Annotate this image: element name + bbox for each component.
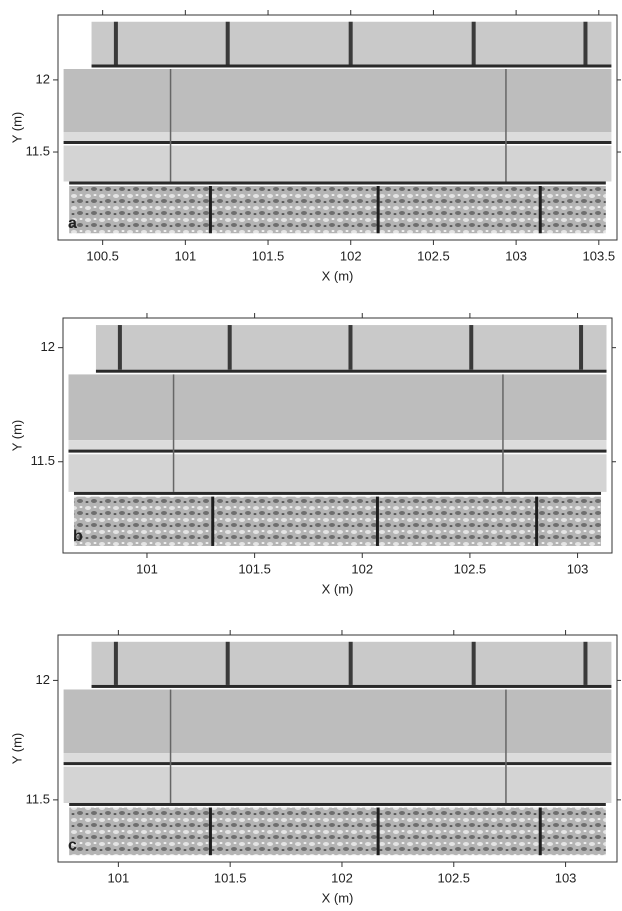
x-tick-label: 100.5 xyxy=(86,248,119,263)
relief-joint xyxy=(113,641,118,685)
relief-joint xyxy=(538,186,542,234)
y-tick-label: 12 xyxy=(41,339,55,354)
panel: 101 101.5 102 102.5 103 11.5 12 X (m) Y (m) c xyxy=(9,630,621,905)
panel-label: b xyxy=(73,528,83,545)
x-tick-label: 101.5 xyxy=(252,248,285,263)
relief-joint xyxy=(117,325,122,370)
relief-joint xyxy=(208,186,212,234)
plot-frame xyxy=(57,634,618,863)
relief-band xyxy=(69,186,606,234)
x-tick-label: 101 xyxy=(174,248,196,263)
x-axis-label: X (m) xyxy=(322,890,354,905)
relief-joint xyxy=(376,186,380,234)
relief-joint xyxy=(348,641,353,685)
relief-band xyxy=(63,766,612,803)
panel-label: a xyxy=(68,215,77,232)
x-axis-label: X (m) xyxy=(322,581,354,596)
relief-edge xyxy=(63,762,612,766)
y-axis-label: Y (m) xyxy=(9,420,24,452)
relief-band xyxy=(73,496,602,546)
relief-band xyxy=(68,454,607,492)
relief-joint xyxy=(227,325,232,370)
plot-frame xyxy=(57,14,618,241)
panel-label: c xyxy=(68,837,77,854)
x-tick-label: 102 xyxy=(340,248,362,263)
x-tick-label: 103 xyxy=(567,561,589,576)
panel: 100.5 101 101.5 102 102.5 103 103.5 11.5 12 X (m)… xyxy=(9,10,621,283)
relief-edge xyxy=(63,141,612,144)
relief-edge xyxy=(91,64,612,68)
relief-crack xyxy=(502,374,504,492)
relief-joint xyxy=(583,21,588,65)
x-tick-label: 103 xyxy=(505,248,527,263)
relief-joint xyxy=(113,21,118,65)
relief-joint xyxy=(376,807,380,856)
relief-joint xyxy=(208,807,212,856)
relief-joint xyxy=(375,496,379,546)
relief-joint xyxy=(225,641,230,685)
x-tick-label: 103 xyxy=(555,870,577,885)
relief-joint xyxy=(471,21,476,65)
relief-band xyxy=(69,807,606,856)
relief-band xyxy=(63,689,612,754)
relief-joint xyxy=(579,325,584,370)
relief-joint xyxy=(583,641,588,685)
relief-joint xyxy=(469,325,474,370)
x-tick-label: 101 xyxy=(136,561,158,576)
y-tick-label: 11.5 xyxy=(26,143,50,158)
relief-band xyxy=(63,145,612,182)
y-axis-label: Y (m) xyxy=(9,112,24,144)
panel: 101 101.5 102 102.5 103 11.5 12 X (m) Y (m) b xyxy=(9,313,616,596)
plot-frame xyxy=(62,317,613,554)
x-tick-label: 103.5 xyxy=(583,248,616,263)
x-axis-label: X (m) xyxy=(322,268,354,283)
y-tick-label: 11.5 xyxy=(26,791,50,806)
y-tick-label: 11.5 xyxy=(31,453,55,468)
y-tick-label: 12 xyxy=(36,672,50,687)
relief-band xyxy=(63,69,612,132)
relief-joint xyxy=(211,496,215,546)
relief-edge xyxy=(69,802,606,806)
relief-edge xyxy=(69,181,606,185)
relief-joint xyxy=(538,807,542,856)
x-tick-label: 102.5 xyxy=(417,248,450,263)
relief-crack xyxy=(505,69,507,182)
relief-crack xyxy=(505,689,507,803)
x-tick-label: 101 xyxy=(108,870,130,885)
relief-crack xyxy=(169,689,172,803)
relief-joint xyxy=(348,325,353,370)
relief-edge xyxy=(73,491,602,495)
relief-joint xyxy=(348,21,353,65)
relief-band xyxy=(63,132,612,141)
relief-joint xyxy=(471,641,476,685)
relief-joint xyxy=(535,496,539,546)
relief-band xyxy=(68,440,607,450)
relief-crack xyxy=(172,374,175,492)
x-tick-label: 102.5 xyxy=(454,561,487,576)
y-tick-label: 12 xyxy=(36,71,50,86)
relief-edge xyxy=(68,449,607,453)
relief-joint xyxy=(225,21,230,65)
relief-edge xyxy=(95,369,607,373)
x-tick-label: 102 xyxy=(331,870,353,885)
x-tick-label: 101.5 xyxy=(238,561,271,576)
x-tick-label: 102 xyxy=(351,561,373,576)
relief-band xyxy=(63,753,612,763)
relief-band xyxy=(68,374,607,441)
x-tick-label: 101.5 xyxy=(214,870,247,885)
relief-edge xyxy=(91,684,612,688)
x-tick-label: 102.5 xyxy=(437,870,470,885)
relief-crack xyxy=(169,69,172,182)
y-axis-label: Y (m) xyxy=(9,733,24,765)
